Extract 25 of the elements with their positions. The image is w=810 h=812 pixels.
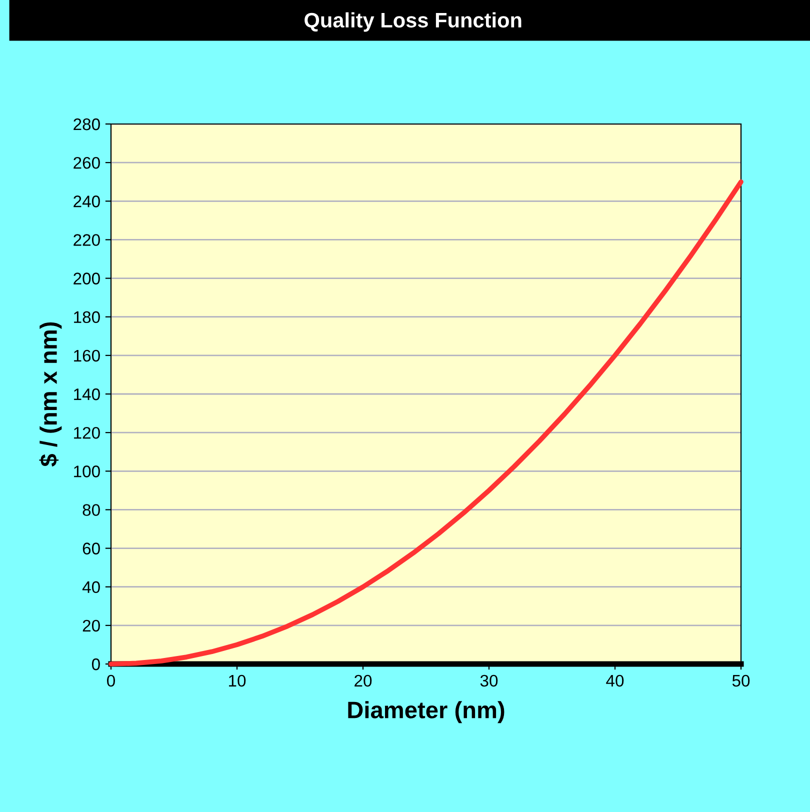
y-tick-label: 200 bbox=[74, 272, 100, 284]
y-tick-label: 260 bbox=[74, 156, 100, 169]
y-tick-label: 40 bbox=[82, 581, 100, 594]
y-tick-label: 220 bbox=[74, 234, 100, 246]
y-tick-label: 80 bbox=[82, 504, 100, 516]
y-tick-label: 240 bbox=[74, 196, 100, 208]
y-axis-title: $ / (nm x nm) bbox=[39, 322, 62, 466]
x-axis-title: Diameter (nm) bbox=[348, 701, 504, 724]
y-tick-label: 20 bbox=[82, 620, 100, 632]
y-tick-label: 0 bbox=[92, 658, 100, 670]
y-tick-label: 160 bbox=[74, 350, 100, 362]
y-tick-label: 120 bbox=[74, 426, 100, 439]
y-tick-label: 180 bbox=[74, 311, 100, 324]
x-tick-label: 0 bbox=[107, 674, 115, 687]
y-tick-label: 100 bbox=[74, 466, 100, 478]
x-tick-label: 50 bbox=[732, 674, 750, 687]
line-series bbox=[108, 179, 744, 666]
y-tick-label: 280 bbox=[74, 118, 100, 130]
y-tick-label: 60 bbox=[82, 542, 100, 554]
x-tick-label: 10 bbox=[229, 674, 246, 687]
x-tick-label: 30 bbox=[480, 674, 498, 687]
x-tick-label: 20 bbox=[354, 674, 372, 687]
x-tick-label: 40 bbox=[606, 674, 624, 687]
y-tick-label: 140 bbox=[74, 388, 100, 400]
chart-title: Quality Loss Function bbox=[304, 12, 522, 32]
